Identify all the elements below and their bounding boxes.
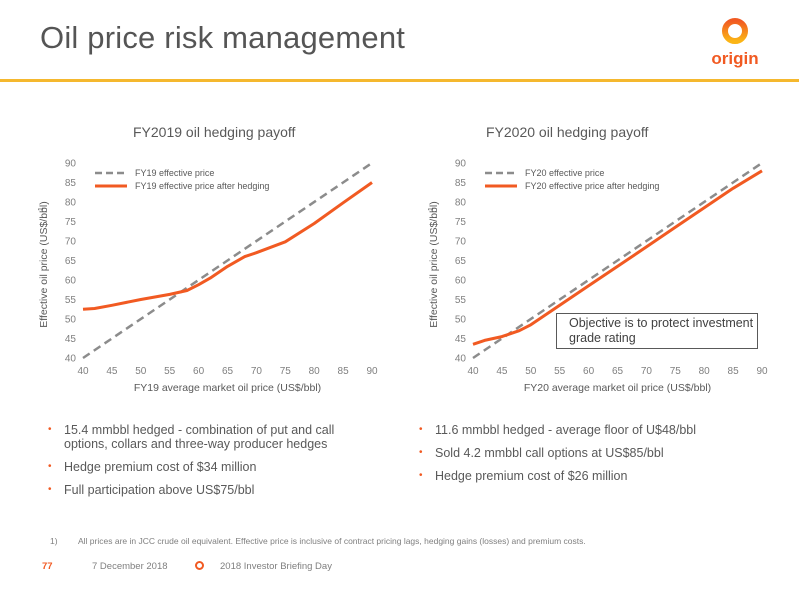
legend-entry: FY20 effective price: [525, 168, 604, 178]
legend-entry: FY19 effective price after hedging: [135, 181, 269, 191]
bullet-dot-icon: •: [48, 461, 52, 472]
x-tick-label: 90: [366, 366, 378, 377]
x-tick-label: 50: [135, 366, 147, 377]
bullet-text: 11.6 mmbbl hedged - average floor of U$4…: [435, 423, 697, 437]
y-tick-label: 40: [455, 354, 467, 365]
y-tick-label: 90: [65, 159, 77, 170]
x-tick-label: 55: [554, 366, 566, 377]
chart-fy20: 40 45 50 55 60 65 70 75 80 85 90 40 45 50 55 60 65 70 75 80…: [428, 159, 768, 395]
bullet-dot-icon: •: [48, 484, 52, 495]
origin-wordmark: origin: [711, 49, 758, 68]
x-tick-label: 85: [728, 366, 740, 377]
x-tick-label: 40: [77, 366, 89, 377]
y-tick-label: 85: [455, 178, 467, 189]
legend-entry: FY20 effective price after hedging: [525, 181, 659, 191]
x-axis-label: FY19 average market oil price (US$/bbl): [134, 382, 321, 394]
legend-entry: FY19 effective price: [135, 168, 214, 178]
y-tick-label: 65: [65, 256, 77, 267]
bullet-text: Hedge premium cost of $34 million: [64, 460, 257, 474]
series-line-after-hedging: [82, 181, 373, 311]
bullet-text: Sold 4.2 mmbbl call options at US$85/bbl: [435, 446, 664, 460]
x-tick-label: 60: [583, 366, 595, 377]
origin-circle-icon: [195, 561, 204, 570]
footnote-text: All prices are in JCC crude oil equivale…: [78, 536, 586, 546]
footer-date: 7 December 2018: [92, 561, 168, 572]
y-axis-label: Effective oil price (US$/bbl): [428, 201, 440, 327]
y-tick-label: 70: [65, 237, 77, 248]
x-axis-label: FY20 average market oil price (US$/bbl): [524, 382, 711, 394]
chart-title-fy19: FY2019 oil hedging payoff: [133, 124, 296, 140]
bullet-dot-icon: •: [419, 470, 423, 481]
origin-ring-icon: [722, 18, 748, 44]
y-tick-label: 50: [455, 315, 467, 326]
y-tick-label: 80: [65, 198, 77, 209]
y-tick-label: 45: [455, 334, 467, 345]
bullet-text: 15.4 mmbbl hedged - combination of put a…: [64, 423, 335, 451]
y-tick-label: 85: [65, 178, 77, 189]
objective-callout: Objective is to protect investment grade…: [556, 313, 758, 349]
bullet-text: Hedge premium cost of $26 million: [435, 469, 628, 483]
chart-title-fy20: FY2020 oil hedging payoff: [486, 124, 649, 140]
bullet-dot-icon: •: [419, 424, 423, 435]
series-line-effective-price: [472, 161, 763, 360]
list-item: • 15.4 mmbbl hedged - combination of put …: [48, 423, 368, 451]
y-tick-label: 80: [455, 198, 467, 209]
y-tick-label: 75: [455, 217, 467, 228]
origin-logo: origin: [711, 18, 759, 68]
y-tick-label: 60: [65, 276, 77, 287]
series-line-after-hedging: [472, 169, 763, 346]
x-tick-label: 70: [641, 366, 653, 377]
x-tick-label: 60: [193, 366, 205, 377]
bullet-text: Full participation above US$75/bbl: [64, 483, 255, 497]
list-item: • Full participation above US$75/bbl: [48, 483, 368, 497]
left-bullet-list: • 15.4 mmbbl hedged - combination of put …: [48, 423, 368, 506]
bullet-dot-icon: •: [419, 447, 423, 458]
x-tick-label: 50: [525, 366, 537, 377]
list-item: • Hedge premium cost of $34 million: [48, 460, 368, 474]
right-bullet-list: • 11.6 mmbbl hedged - average floor of U$…: [419, 423, 759, 492]
accent-rule: [0, 79, 799, 82]
y-tick-label: 50: [65, 315, 77, 326]
x-tick-label: 65: [222, 366, 234, 377]
y-tick-label: 70: [455, 237, 467, 248]
chart-fy19: 40 45 50 55 60 65 70 75 80 85 90 40 45 50 55 60 65 70 75 80…: [38, 159, 378, 395]
page-number: 77: [42, 561, 53, 572]
y-tick-label: 75: [65, 217, 77, 228]
footer-event: 2018 Investor Briefing Day: [220, 561, 332, 572]
x-tick-label: 45: [496, 366, 508, 377]
x-tick-label: 40: [467, 366, 479, 377]
x-tick-label: 80: [309, 366, 321, 377]
x-tick-label: 45: [106, 366, 118, 377]
y-tick-label: 60: [455, 276, 467, 287]
list-item: • Hedge premium cost of $26 million: [419, 469, 759, 483]
y-axis-footnote-marker: 1: [428, 207, 435, 211]
y-tick-label: 55: [455, 295, 467, 306]
page-title: Oil price risk management: [40, 20, 406, 55]
y-axis-footnote-marker: 1: [38, 207, 45, 211]
series-line-effective-price: [82, 161, 373, 360]
x-tick-label: 80: [699, 366, 711, 377]
x-tick-label: 85: [338, 366, 350, 377]
x-tick-label: 65: [612, 366, 624, 377]
y-tick-label: 65: [455, 256, 467, 267]
bullet-dot-icon: •: [48, 424, 52, 435]
list-item: • Sold 4.2 mmbbl call options at US$85/bb…: [419, 446, 759, 460]
x-tick-label: 75: [670, 366, 682, 377]
y-tick-label: 45: [65, 334, 77, 345]
list-item: • 11.6 mmbbl hedged - average floor of U$…: [419, 423, 759, 437]
footnote-marker: 1): [50, 536, 58, 546]
y-tick-label: 90: [455, 159, 467, 170]
x-tick-label: 90: [756, 366, 768, 377]
y-axis-label: Effective oil price (US$/bbl): [38, 201, 50, 327]
x-tick-label: 55: [164, 366, 176, 377]
x-tick-label: 70: [251, 366, 263, 377]
y-tick-label: 40: [65, 354, 77, 365]
y-tick-label: 55: [65, 295, 77, 306]
x-tick-label: 75: [280, 366, 292, 377]
